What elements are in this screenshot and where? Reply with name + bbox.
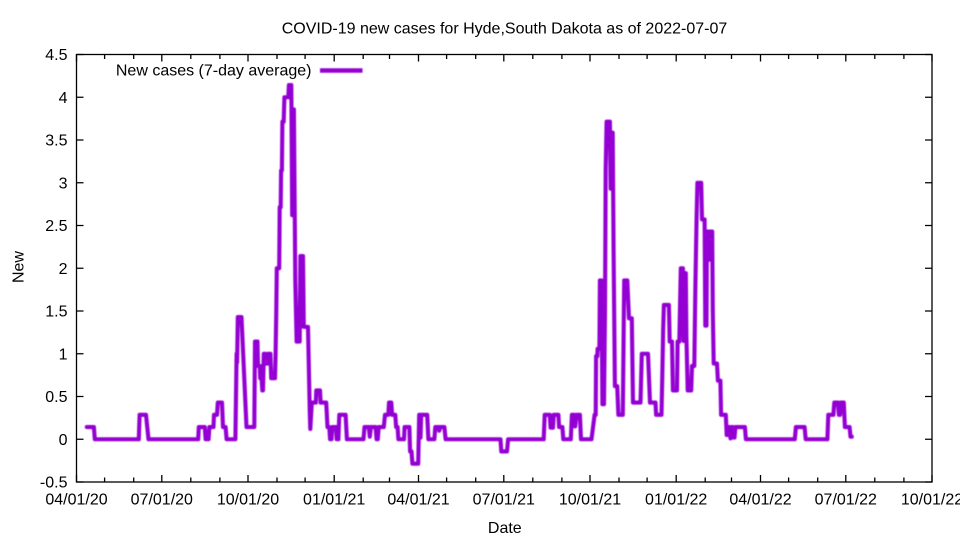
- svg-text:COVID-19 new cases for Hyde,So: COVID-19 new cases for Hyde,South Dakota…: [282, 21, 728, 38]
- svg-text:10/01/20: 10/01/20: [217, 492, 279, 509]
- svg-text:1: 1: [59, 346, 68, 363]
- svg-text:Date: Date: [488, 520, 522, 537]
- svg-text:1.5: 1.5: [45, 304, 67, 321]
- svg-text:01/01/22: 01/01/22: [645, 492, 707, 509]
- svg-text:2: 2: [59, 261, 68, 278]
- svg-text:4: 4: [59, 90, 68, 107]
- svg-text:10/01/22: 10/01/22: [901, 492, 960, 509]
- svg-text:0.5: 0.5: [45, 389, 67, 406]
- svg-text:04/01/21: 04/01/21: [387, 492, 449, 509]
- svg-text:New cases (7-day average): New cases (7-day average): [116, 63, 312, 80]
- svg-text:07/01/21: 07/01/21: [473, 492, 535, 509]
- svg-text:3.5: 3.5: [45, 133, 67, 150]
- svg-text:01/01/21: 01/01/21: [303, 492, 365, 509]
- svg-text:3: 3: [59, 175, 68, 192]
- svg-text:04/01/22: 04/01/22: [729, 492, 791, 509]
- svg-text:07/01/22: 07/01/22: [815, 492, 877, 509]
- svg-text:-0.5: -0.5: [40, 475, 68, 492]
- svg-text:4.5: 4.5: [45, 47, 67, 64]
- svg-text:New: New: [11, 251, 28, 283]
- svg-text:2.5: 2.5: [45, 218, 67, 235]
- svg-text:04/01/20: 04/01/20: [45, 492, 107, 509]
- svg-text:07/01/20: 07/01/20: [131, 492, 193, 509]
- svg-text:10/01/21: 10/01/21: [559, 492, 621, 509]
- svg-text:0: 0: [59, 432, 68, 449]
